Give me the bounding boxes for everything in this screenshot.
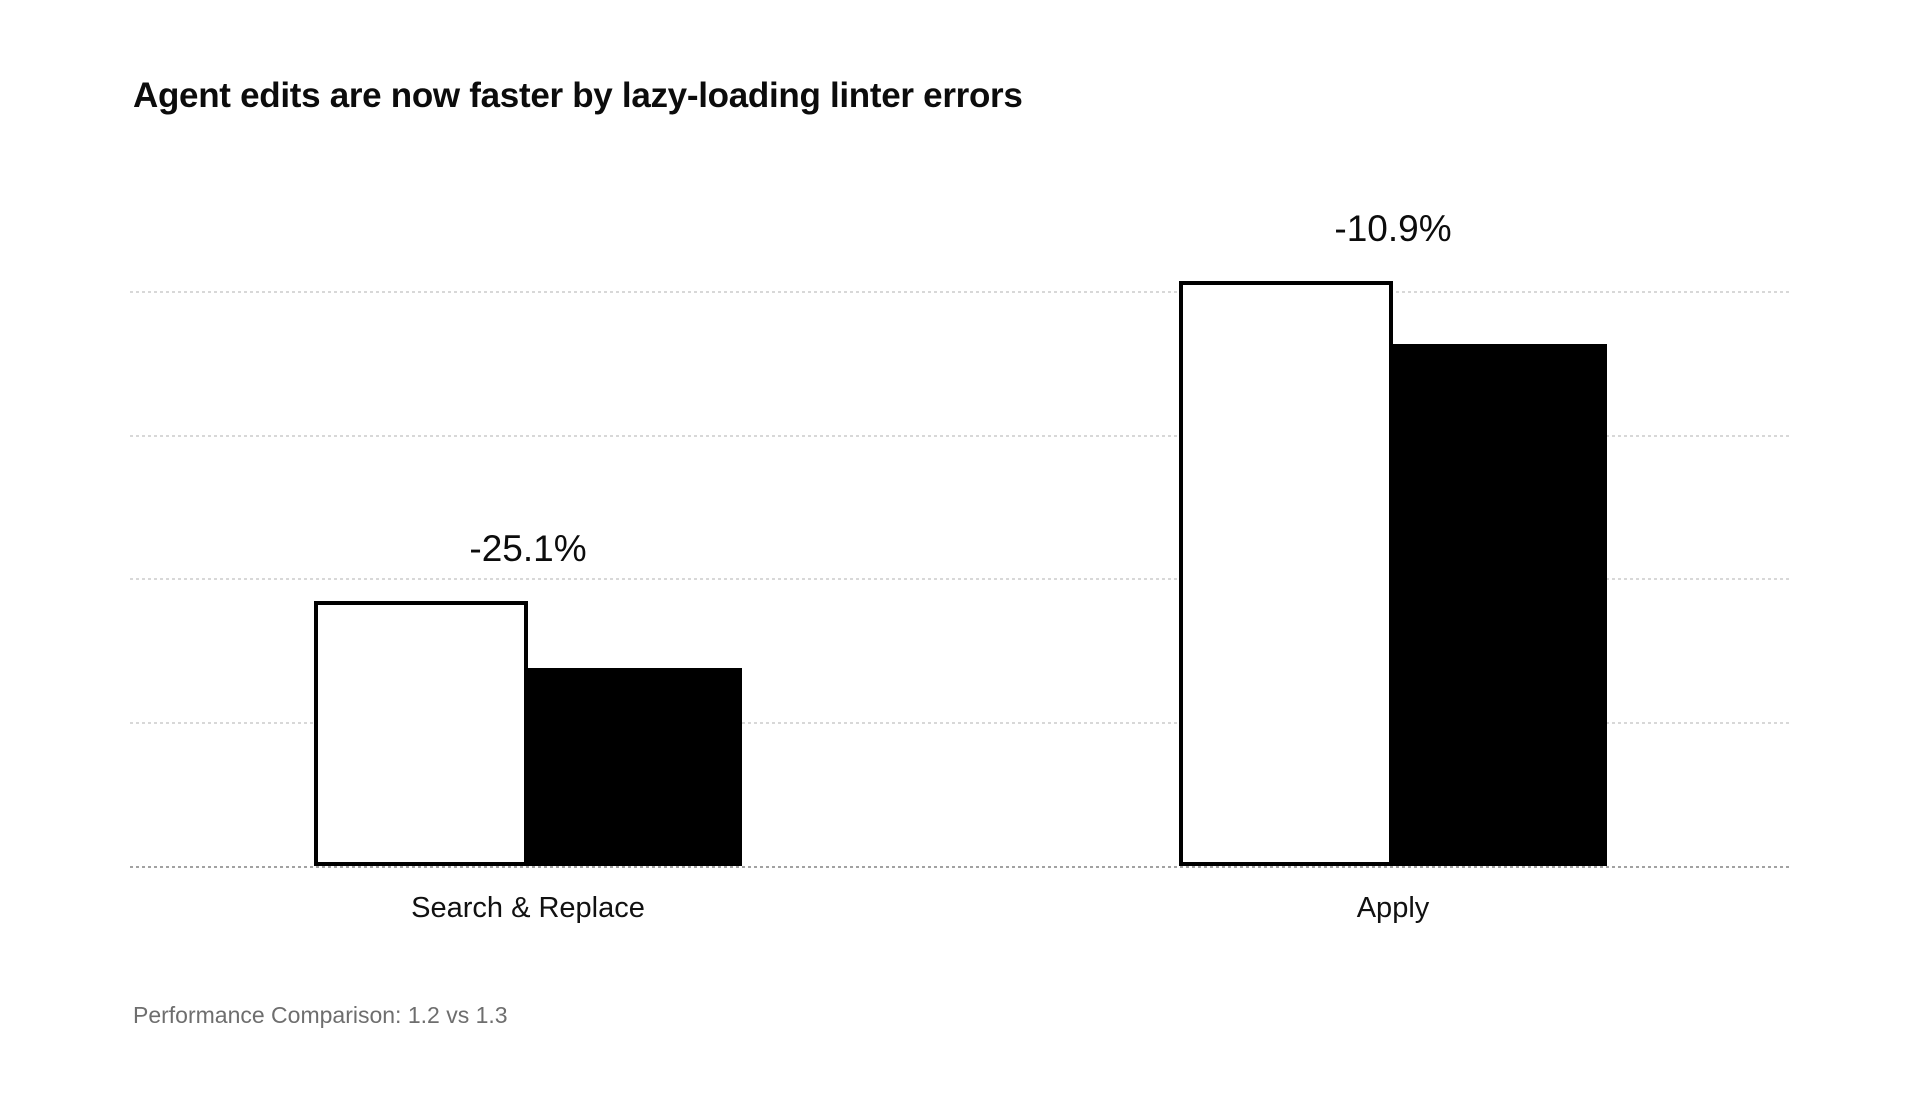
bar-1-2-apply [1179,281,1393,866]
bar-1-3-apply [1393,344,1607,866]
delta-label-search-replace: -25.1% [469,528,587,569]
gridline [130,435,1790,437]
x-axis-label-apply: Apply [1356,892,1430,924]
x-axis-label-search-replace: Search & Replace [411,892,645,924]
chart-title: Agent edits are now faster by lazy-loadi… [133,76,1023,115]
bar-1-3-search-replace [528,668,742,866]
delta-label-apply: -10.9% [1334,208,1452,249]
chart-caption: Performance Comparison: 1.2 vs 1.3 [133,1002,508,1028]
gridline [130,722,1790,724]
gridline [130,291,1790,293]
gridline [130,578,1790,580]
bar-1-2-search-replace [314,601,528,866]
x-axis-line [130,866,1790,868]
